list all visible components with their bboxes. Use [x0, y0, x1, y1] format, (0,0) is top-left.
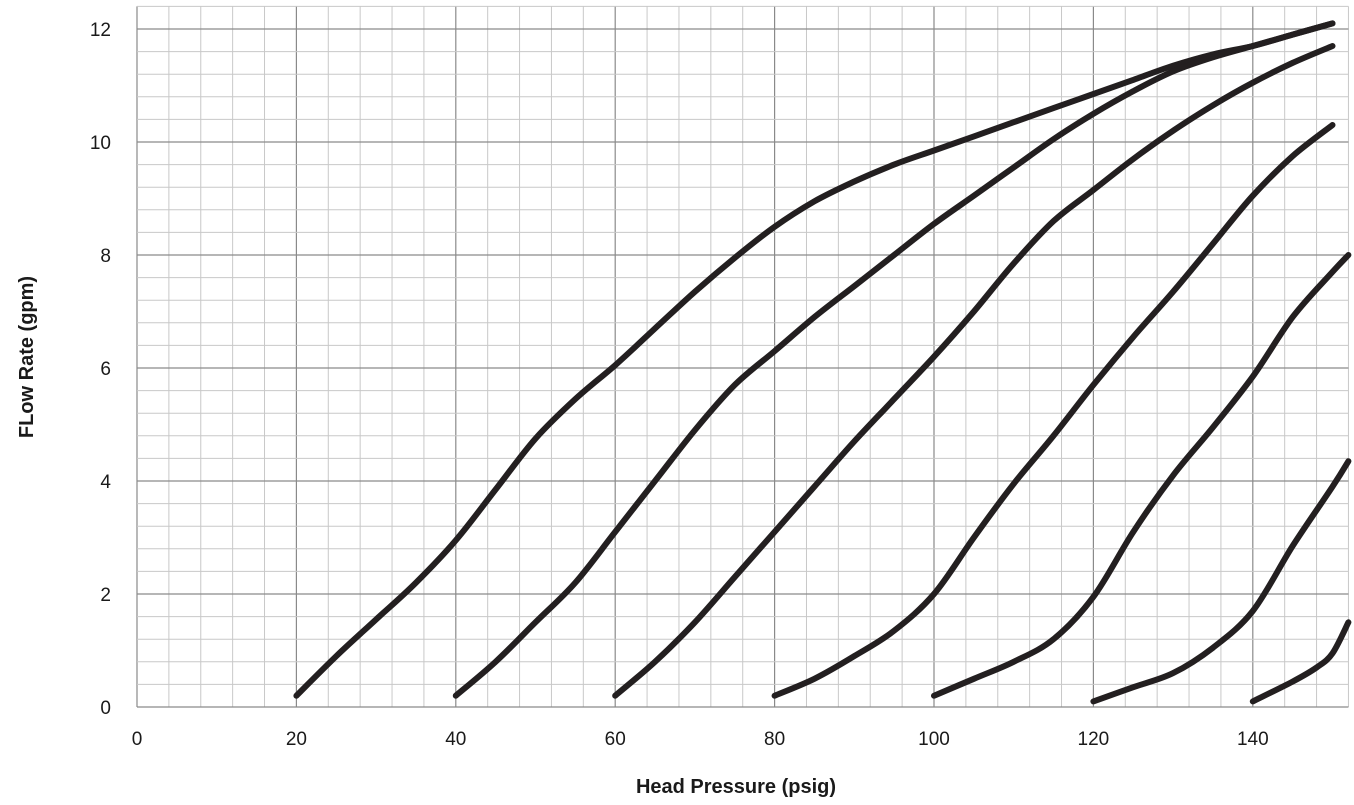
- y-tick-label: 0: [100, 698, 111, 719]
- y-axis-ticks: 0 2 4 6 8 10 12: [90, 20, 112, 719]
- series-line-1: [293, 20, 1336, 699]
- y-tick-label: 2: [100, 585, 111, 606]
- y-tick-label: 10: [90, 133, 111, 154]
- series-line-5: [931, 252, 1352, 699]
- x-tick-label: 120: [1078, 729, 1110, 750]
- y-tick-label: 8: [100, 246, 111, 267]
- x-axis-ticks: 0 20 40 60 80 100 120 140: [132, 729, 1269, 750]
- x-tick-label: 0: [132, 729, 143, 750]
- series-line-6: [1090, 458, 1352, 705]
- x-tick-label: 100: [918, 729, 950, 750]
- x-tick-label: 80: [764, 729, 785, 750]
- series-line-2: [452, 20, 1336, 699]
- y-axis-title: FLow Rate (gpm): [16, 276, 38, 438]
- chart-grid: [136, 5, 1349, 708]
- series-line-7: [1249, 619, 1352, 705]
- chart-series-group: [293, 20, 1352, 705]
- x-tick-label: 60: [605, 729, 626, 750]
- y-tick-label: 4: [100, 472, 111, 493]
- y-tick-label: 12: [90, 20, 111, 41]
- x-tick-label: 40: [445, 729, 466, 750]
- x-tick-label: 20: [286, 729, 307, 750]
- series-line-4: [771, 122, 1336, 699]
- x-tick-label: 140: [1237, 729, 1269, 750]
- y-tick-label: 6: [100, 359, 111, 380]
- x-axis-title: Head Pressure (psig): [636, 776, 836, 798]
- series-line-3: [612, 43, 1336, 699]
